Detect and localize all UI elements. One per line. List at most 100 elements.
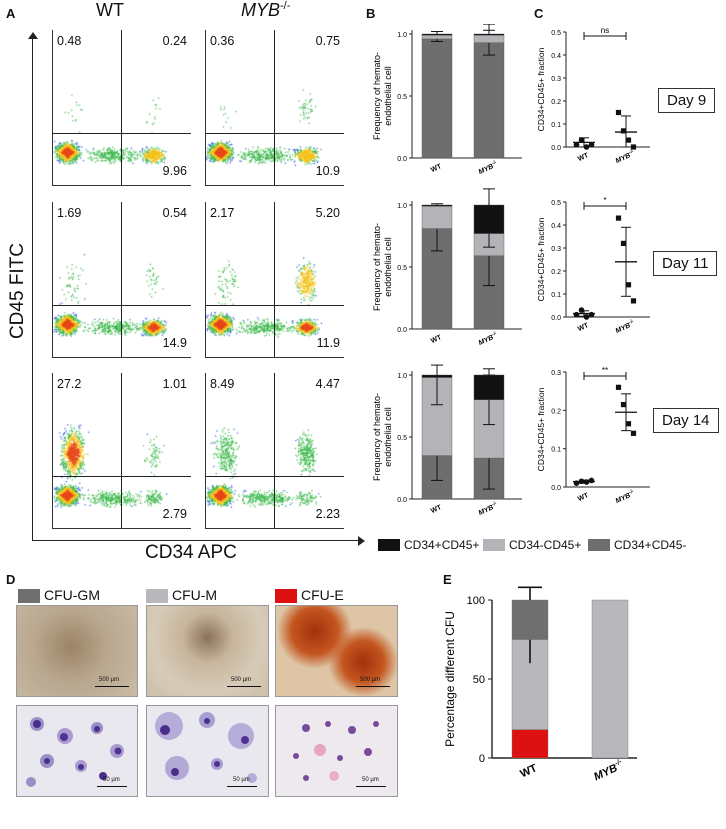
bar-segment-cd34cd45 (473, 33, 505, 36)
myb-superscript: -/- (280, 0, 291, 12)
cytospin-cfu-gm: 50 µm (16, 705, 138, 797)
x-tick-label-myb: MYB-/- (592, 758, 626, 783)
y-tick-label: 0.4 (551, 53, 561, 60)
data-point-myb (620, 401, 627, 408)
quadrant-value-ul: 8.49 (210, 377, 235, 391)
panel-e-chart: 0 50 100 Percentage different CFU WT MYB-/- (443, 586, 637, 783)
quadrant-value-lr: 2.23 (315, 507, 340, 521)
y-tick-label: 0.3 (551, 246, 561, 253)
data-point-myb (630, 298, 637, 304)
y-axis-label-line1: Frequency of hemato- (372, 223, 382, 311)
quadrant-gate-vertical (121, 373, 122, 528)
y-axis-label-line2: endothelial cell (383, 407, 393, 467)
scale-bar-label: 50 µm (233, 777, 250, 783)
legend-swatch-cd34mcd45p (483, 539, 505, 551)
data-point-myb (620, 240, 627, 246)
flow-plot-myb-row1: 0.36 0.75 10.9 (205, 30, 344, 186)
y-tick-label: 0.1 (551, 122, 561, 129)
scatter-chart-day-14: 0.0 0.1 0.2 0.3 CD34+CD45+ fraction WT MYB-/- *… (536, 366, 650, 505)
quadrant-gate-vertical (274, 373, 275, 528)
scale-bar (227, 686, 261, 687)
micrograph-cfu-e-colony: 500 µm (275, 605, 398, 697)
y-tick-label: 0.0 (551, 485, 561, 492)
x-tick-label-wt: WT (430, 334, 443, 345)
quadrant-value-ul: 27.2 (57, 377, 82, 391)
y-tick-label: 0.2 (551, 269, 561, 276)
x-tick-label-wt: WT (577, 152, 590, 163)
quadrant-gate-horizontal (206, 133, 344, 134)
y-tick-label: 1.0 (397, 203, 407, 210)
scale-bar (95, 686, 129, 687)
scale-bar (227, 786, 257, 787)
quadrant-value-lr: 11.9 (316, 336, 340, 350)
x-tick-label-myb: MYB-/- (477, 500, 499, 517)
y-axis-label: CD34+CD45+ fraction (536, 217, 546, 301)
data-point-wt (583, 314, 590, 320)
quadrant-value-lr: 2.79 (162, 507, 187, 521)
y-tick-label: 0 (479, 753, 485, 765)
data-point-myb (615, 109, 622, 116)
quadrant-gate-vertical (121, 30, 122, 185)
y-axis-label: CD34+CD45+ fraction (536, 47, 546, 131)
x-tick-label-myb-sup: -/- (491, 330, 498, 338)
y-axis-label-line1: Frequency of hemato- (372, 52, 382, 140)
day-9-label: Day 9 (658, 88, 716, 113)
quadrant-gate-vertical (274, 30, 275, 185)
y-tick-label: 1.0 (397, 32, 407, 39)
flow-plot-wt-row2: 1.69 0.54 14.9 (52, 202, 191, 358)
bar-segment-cd34cd45 (421, 374, 453, 378)
flow-density-dots (53, 373, 191, 528)
bar-segment-cfu-m (591, 599, 629, 759)
quadrant-value-ur: 0.24 (162, 34, 187, 48)
myb-text: MYB (241, 0, 281, 20)
significance-label: ns (601, 26, 609, 35)
flow-plot-wt-row1: 0.48 0.24 9.96 (52, 30, 191, 186)
y-tick-label: 0.0 (397, 327, 407, 334)
y-tick-label: 0.1 (551, 292, 561, 299)
y-tick-label: 0.1 (551, 447, 561, 454)
quadrant-value-ul: 2.17 (210, 206, 235, 220)
quadrant-gate-horizontal (53, 305, 191, 306)
cfu-gm-label: CFU-GM (44, 587, 100, 603)
y-tick-label: 0.0 (551, 145, 561, 152)
bar-segment-cd34cd45 (421, 33, 453, 36)
panel-a-x-axis-line (32, 540, 360, 541)
bar-segment-cd34cd45 (421, 204, 453, 207)
quadrant-value-ul: 1.69 (57, 206, 82, 220)
y-axis-label: Percentage different CFU (443, 611, 457, 747)
cytospin-cells (293, 721, 379, 781)
bar-segment-cd34cd45 (421, 206, 453, 229)
y-tick-label: 50 (473, 674, 485, 686)
y-axis-label-line2: endothelial cell (383, 66, 393, 126)
panel-a-x-arrow (358, 536, 365, 546)
data-point-myb (630, 430, 637, 436)
x-tick-label-myb: MYB-/- (614, 318, 636, 335)
quadrant-gate-horizontal (53, 133, 191, 134)
scale-bar (356, 686, 390, 687)
scale-bar (97, 786, 127, 787)
cfu-gm-swatch (18, 589, 40, 603)
x-tick-label-wt: WT (430, 504, 443, 515)
data-point-wt (588, 311, 595, 318)
panel-label-a: A (6, 6, 16, 21)
panel-a-y-arrow (28, 32, 38, 39)
data-point-wt (588, 141, 595, 148)
flow-density-dots (206, 202, 344, 357)
cfu-m-swatch (146, 589, 168, 603)
quadrant-value-lr: 10.9 (315, 164, 340, 178)
quadrant-value-ur: 0.75 (315, 34, 340, 48)
quadrant-value-ul: 0.48 (57, 34, 82, 48)
x-tick-label-myb: MYB-/- (477, 330, 499, 347)
quadrant-value-ur: 4.47 (315, 377, 340, 391)
stacked-bar-chart-day-14: 0.0 0.5 1.0 Frequency of hemato-endothelial… (372, 364, 522, 517)
bar-segment-cd34cd45 (473, 374, 505, 400)
cytospin-cells (155, 712, 257, 783)
y-axis-label: CD34+CD45+ fraction (536, 387, 546, 471)
cfu-e-swatch (275, 589, 297, 603)
significance-label: ** (602, 366, 608, 375)
x-tick-label-wt: WT (518, 762, 539, 780)
y-tick-label: 100 (467, 595, 485, 607)
scale-bar-label: 500 µm (99, 677, 120, 683)
data-point-myb (625, 137, 632, 143)
quadrant-value-lr: 9.96 (162, 164, 187, 178)
